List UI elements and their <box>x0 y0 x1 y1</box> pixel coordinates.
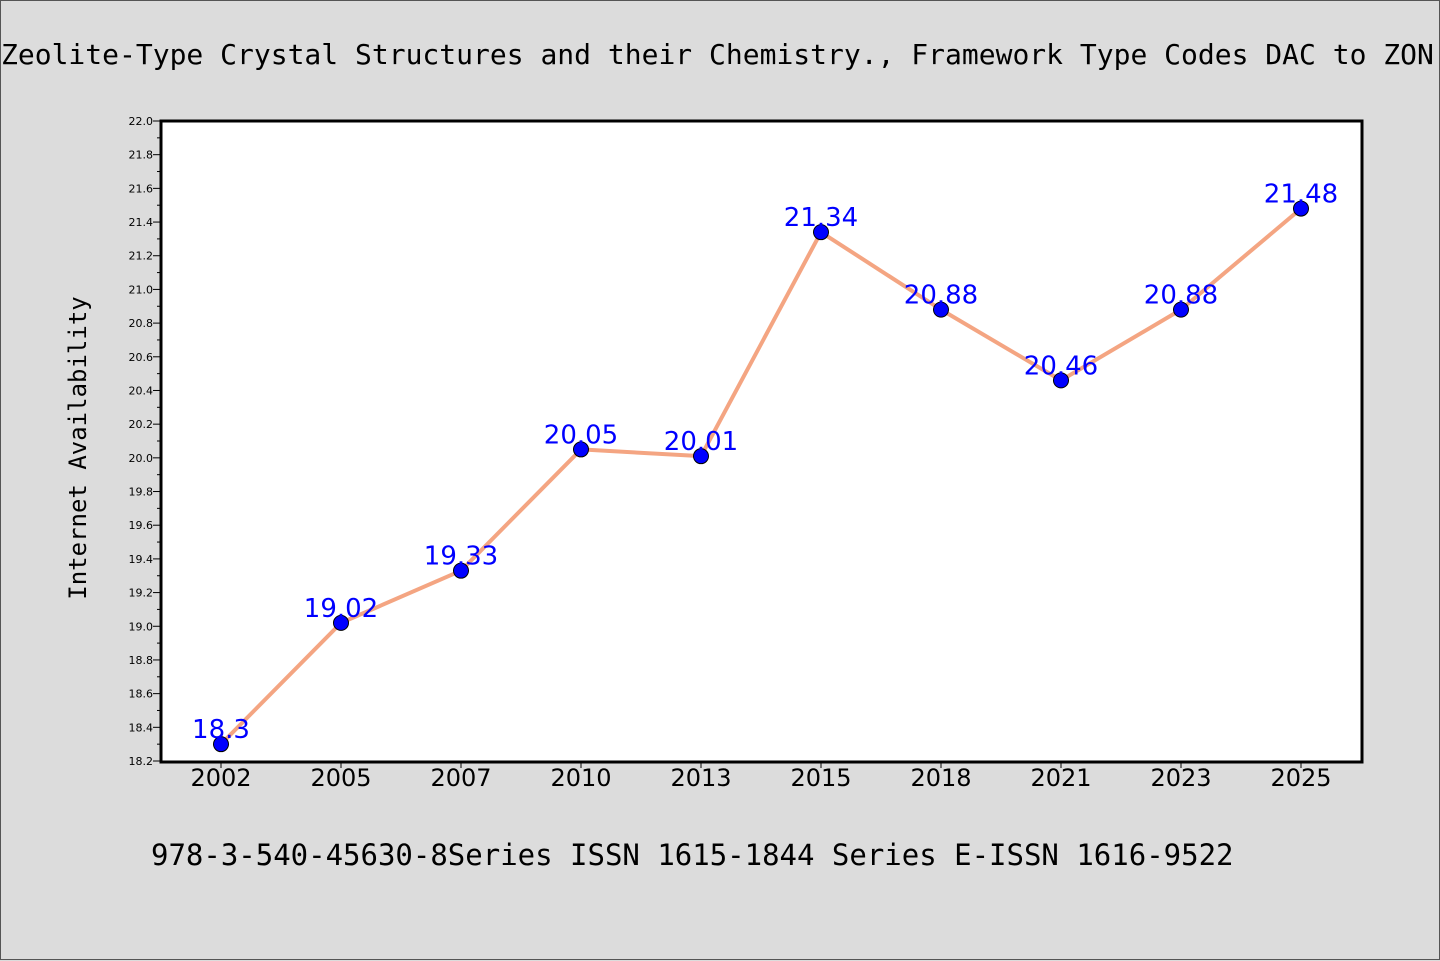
y-tick-label: 20.2 <box>129 418 154 431</box>
y-tick-label: 18.8 <box>129 654 154 667</box>
data-label: 18.3 <box>192 715 250 745</box>
y-tick-label: 19.2 <box>129 587 154 600</box>
x-tick-label: 2025 <box>1270 764 1331 792</box>
data-label: 21.48 <box>1264 180 1338 210</box>
data-label: 19.02 <box>304 594 378 624</box>
data-label: 21.34 <box>784 203 858 233</box>
y-tick-label: 21.8 <box>129 149 154 162</box>
plot-area <box>159 119 1364 764</box>
y-tick-label: 18.4 <box>129 721 154 734</box>
data-label: 19.33 <box>424 542 498 572</box>
data-label: 20.46 <box>1024 351 1098 381</box>
y-tick-label: 20.0 <box>129 452 154 465</box>
data-point-marker <box>1293 200 1309 217</box>
y-tick-label: 20.8 <box>129 317 154 330</box>
data-point-marker <box>573 441 589 458</box>
data-point-marker <box>693 448 709 465</box>
x-tick-label: 2021 <box>1030 764 1091 792</box>
y-axis: 18.2 18.4 18.6 18.8 19.0 19.2 19.4 19.6 19.8 20.0… <box>129 115 161 768</box>
data-point-marker <box>1053 372 1069 389</box>
data-point-marker <box>1173 301 1189 318</box>
y-tick-label: 19.6 <box>129 519 154 532</box>
data-point-marker <box>333 614 349 631</box>
x-tick-label: 2015 <box>790 764 851 792</box>
data-point-marker <box>813 224 829 241</box>
series-layer <box>213 200 1309 753</box>
series-line <box>219 206 1303 747</box>
y-tick-label: 21.0 <box>129 283 154 296</box>
data-label: 20.88 <box>1144 281 1218 311</box>
x-tick-label: 2005 <box>310 764 371 792</box>
y-tick-label: 18.2 <box>129 755 154 768</box>
y-axis-label: Internet Availability <box>64 296 92 599</box>
data-point-marker <box>213 736 229 753</box>
y-tick-label: 18.6 <box>129 688 154 701</box>
y-tick-label: 20.6 <box>129 351 154 364</box>
data-point-marker <box>453 562 469 579</box>
footer-text: 978-3-540-45630-8Series ISSN 1615-1844 S… <box>151 838 1234 872</box>
x-tick-label: 2007 <box>430 764 491 792</box>
data-labels-layer: 18.3 19.02 19.33 20.05 20.01 21.34 20.88 20.46 2… <box>192 180 1338 746</box>
chart-title: Zeolite-Type Crystal Structures and thei… <box>1 38 1434 71</box>
x-tick-label: 2010 <box>550 764 611 792</box>
x-tick-label: 2013 <box>670 764 731 792</box>
x-tick-label: 2002 <box>190 764 251 792</box>
y-tick-label: 21.2 <box>129 250 154 263</box>
x-tick-label: 2018 <box>910 764 971 792</box>
y-tick-label: 19.4 <box>129 553 154 566</box>
y-tick-label: 22.0 <box>129 115 154 128</box>
x-axis: 2002 2005 2007 2010 2013 2015 2018 2021 2023 2025 <box>190 761 1332 792</box>
y-tick-label: 20.4 <box>129 384 154 397</box>
y-tick-label: 19.0 <box>129 620 154 633</box>
data-label: 20.01 <box>664 427 738 457</box>
y-tick-label: 21.4 <box>129 216 154 229</box>
data-label: 20.88 <box>904 281 978 311</box>
y-tick-label: 19.8 <box>129 486 154 499</box>
data-label: 20.05 <box>544 420 618 450</box>
data-point-marker <box>933 301 949 318</box>
y-tick-label: 21.6 <box>129 182 154 195</box>
x-tick-label: 2023 <box>1150 764 1211 792</box>
